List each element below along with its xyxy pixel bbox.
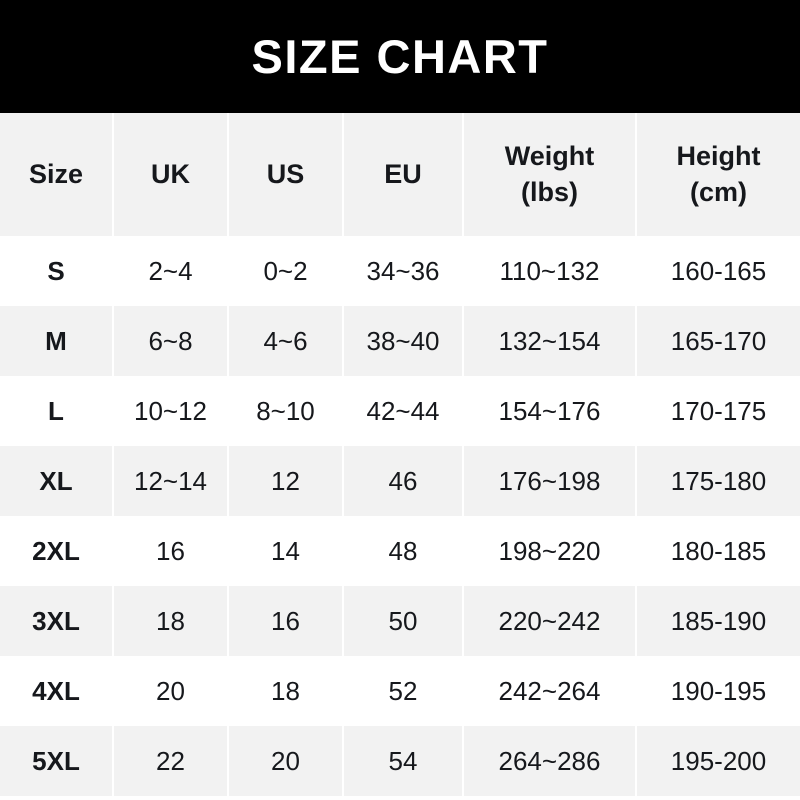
cell-eu: 54 (343, 726, 464, 796)
cell-height: 185-190 (670, 605, 767, 636)
cell-eu: 42~44 (343, 376, 464, 446)
cell-uk: 6~8 (113, 306, 229, 376)
cell-height: 175-180 (670, 465, 767, 496)
column-header-eu: EU (343, 113, 464, 236)
cell-height: 180-185 (670, 535, 767, 566)
cell-size: S (0, 236, 114, 306)
cell-uk: 22 (113, 726, 229, 796)
cell-height: 160-165 (670, 255, 767, 286)
cell-size: L (0, 376, 114, 446)
table-row: 3XL 18 16 50 220~242 185-190 (0, 586, 800, 656)
table-row: XL 12~14 12 46 176~198 175-180 (0, 446, 800, 516)
table-row: S 2~4 0~2 34~36 110~132 160-165 (0, 236, 800, 306)
cell-weight: 154~176 (463, 376, 637, 446)
cell-uk: 12~14 (113, 446, 229, 516)
cell-size: XL (0, 446, 114, 516)
cell-eu: 38~40 (343, 306, 464, 376)
cell-weight: 242~264 (463, 656, 637, 726)
cell-eu: 52 (343, 656, 464, 726)
table-body: S 2~4 0~2 34~36 110~132 160-165 M 6~8 4~… (0, 236, 800, 796)
column-header-height: Height (cm) (636, 113, 800, 236)
cell-weight: 264~286 (463, 726, 637, 796)
column-header-weight: Weight (lbs) (463, 113, 637, 236)
cell-weight: 110~132 (463, 236, 637, 306)
cell-us: 12 (228, 446, 344, 516)
title-banner: SIZE CHART (0, 0, 800, 113)
cell-size: M (0, 306, 114, 376)
column-header-height-line1: Height (676, 140, 761, 171)
cell-height: 195-200 (670, 745, 767, 776)
cell-us: 20 (228, 726, 344, 796)
column-header-uk: UK (113, 113, 229, 236)
cell-eu: 50 (343, 586, 464, 656)
table-row: 5XL 22 20 54 264~286 195-200 (0, 726, 800, 796)
table-row: 2XL 16 14 48 198~220 180-185 (0, 516, 800, 586)
cell-us: 16 (228, 586, 344, 656)
column-header-height-line2: (cm) (689, 176, 747, 207)
cell-us: 14 (228, 516, 344, 586)
cell-size: 2XL (0, 516, 114, 586)
cell-size: 3XL (0, 586, 114, 656)
cell-eu: 34~36 (343, 236, 464, 306)
header-row: Size UK US EU Weight (lbs) Height (cm) (0, 113, 800, 236)
cell-us: 4~6 (228, 306, 344, 376)
cell-us: 0~2 (228, 236, 344, 306)
column-header-us: US (228, 113, 344, 236)
column-header-us-line1: US (266, 158, 305, 189)
cell-eu: 46 (343, 446, 464, 516)
cell-uk: 2~4 (113, 236, 229, 306)
cell-size: 4XL (0, 656, 114, 726)
size-chart-table: Size UK US EU Weight (lbs) Height (cm) (0, 113, 800, 796)
cell-uk: 16 (113, 516, 229, 586)
column-header-uk-line1: UK (151, 158, 190, 189)
cell-weight: 198~220 (463, 516, 637, 586)
cell-weight: 132~154 (463, 306, 637, 376)
column-header-weight-line2: (lbs) (521, 176, 578, 207)
cell-weight: 176~198 (463, 446, 637, 516)
cell-size: 5XL (0, 726, 114, 796)
cell-height: 170-175 (670, 395, 767, 426)
table-row: L 10~12 8~10 42~44 154~176 170-175 (0, 376, 800, 446)
column-header-eu-line1: EU (384, 158, 422, 189)
column-header-weight-line1: Weight (504, 140, 595, 171)
cell-eu: 48 (343, 516, 464, 586)
column-header-size-line1: Size (28, 158, 84, 189)
cell-us: 8~10 (228, 376, 344, 446)
cell-uk: 10~12 (113, 376, 229, 446)
cell-height: 190-195 (670, 675, 767, 706)
page-title: SIZE CHART (251, 30, 549, 83)
table-row: 4XL 20 18 52 242~264 190-195 (0, 656, 800, 726)
cell-uk: 20 (113, 656, 229, 726)
cell-us: 18 (228, 656, 344, 726)
cell-uk: 18 (113, 586, 229, 656)
table-header: Size UK US EU Weight (lbs) Height (cm) (0, 113, 800, 236)
column-header-size: Size (0, 113, 114, 236)
table-row: M 6~8 4~6 38~40 132~154 165-170 (0, 306, 800, 376)
cell-height: 165-170 (670, 325, 767, 356)
cell-weight: 220~242 (463, 586, 637, 656)
